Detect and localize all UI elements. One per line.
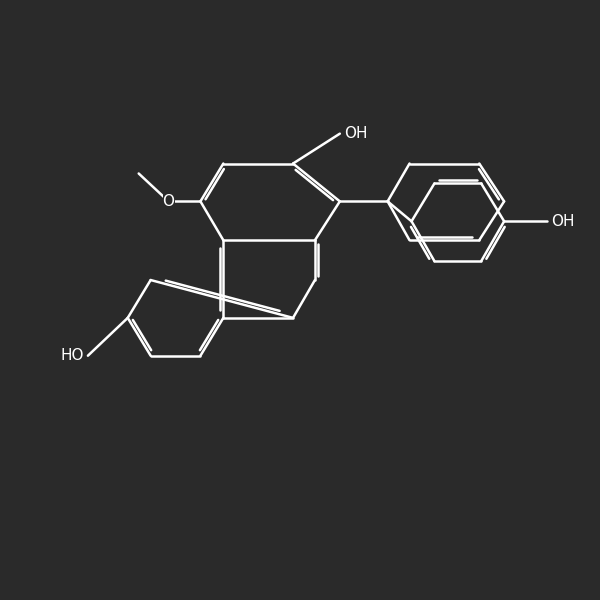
Text: HO: HO xyxy=(60,348,84,363)
Text: OH: OH xyxy=(344,126,368,141)
Text: O: O xyxy=(163,194,175,209)
Text: OH: OH xyxy=(551,214,575,229)
